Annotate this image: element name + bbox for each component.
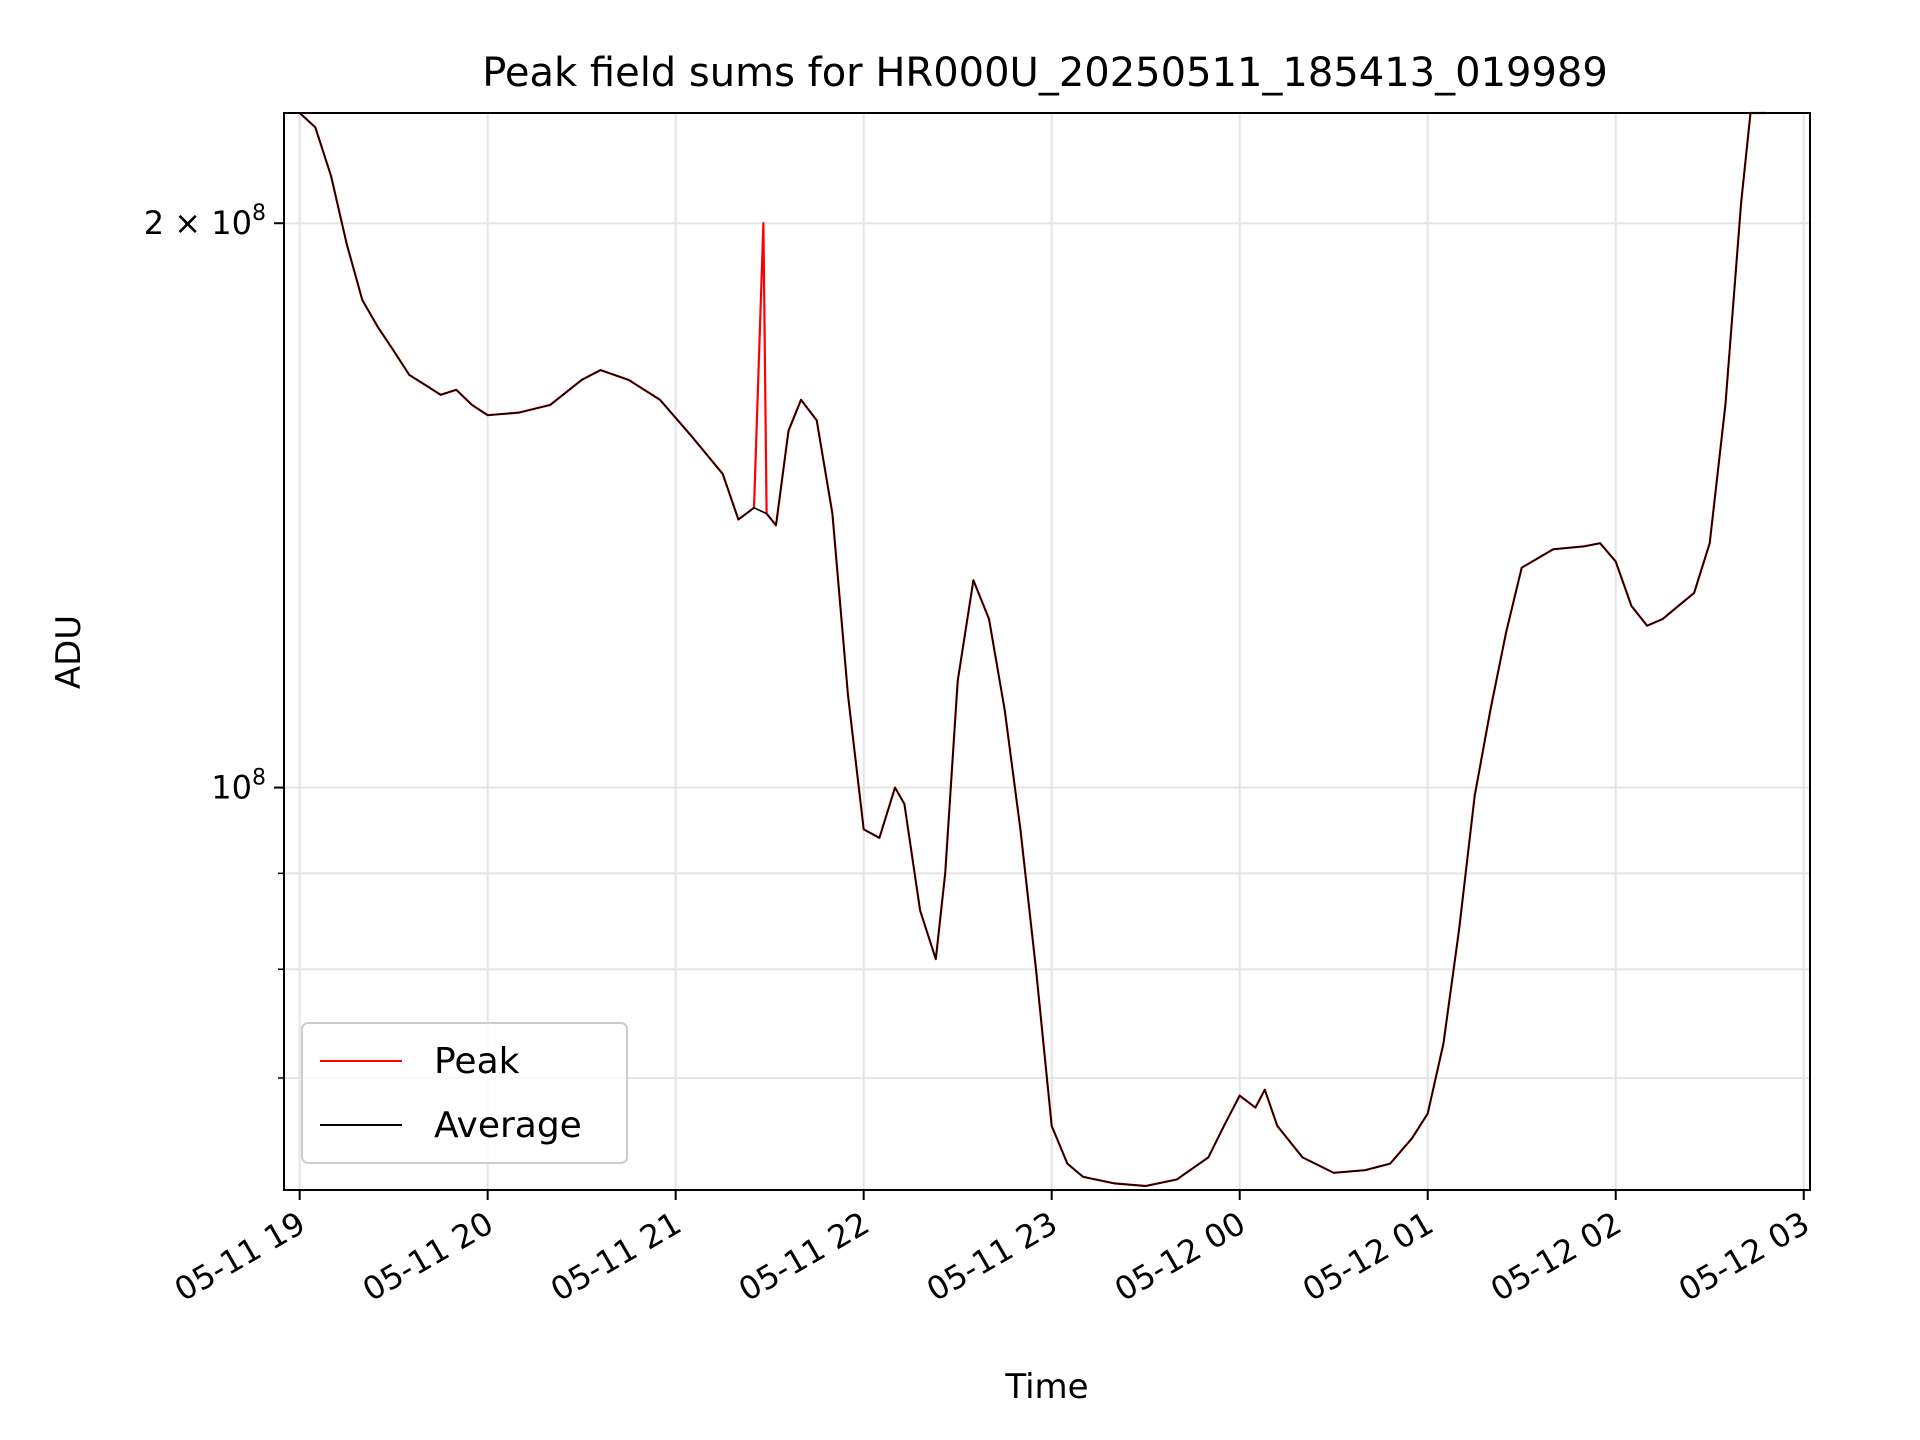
legend-label: Average	[434, 1105, 582, 1146]
grid	[284, 113, 1810, 1190]
y-tick-label: 108	[211, 766, 266, 807]
x-axis-label: Time	[1004, 1367, 1088, 1407]
series-layer	[298, 111, 1767, 1188]
legend: Peak Average	[301, 1022, 628, 1164]
plot-frame	[283, 112, 1811, 1191]
legend-label: Peak	[434, 1041, 520, 1082]
series-line-average	[299, 112, 1767, 1187]
y-tick-label: 2 × 108	[144, 201, 266, 242]
chart-title: Peak field sums for HR000U_20250511_1854…	[482, 50, 1608, 96]
legend-box	[301, 1022, 628, 1164]
y-axis-label: ADU	[49, 615, 89, 689]
y-axis: 108 2 × 108	[144, 201, 284, 1079]
